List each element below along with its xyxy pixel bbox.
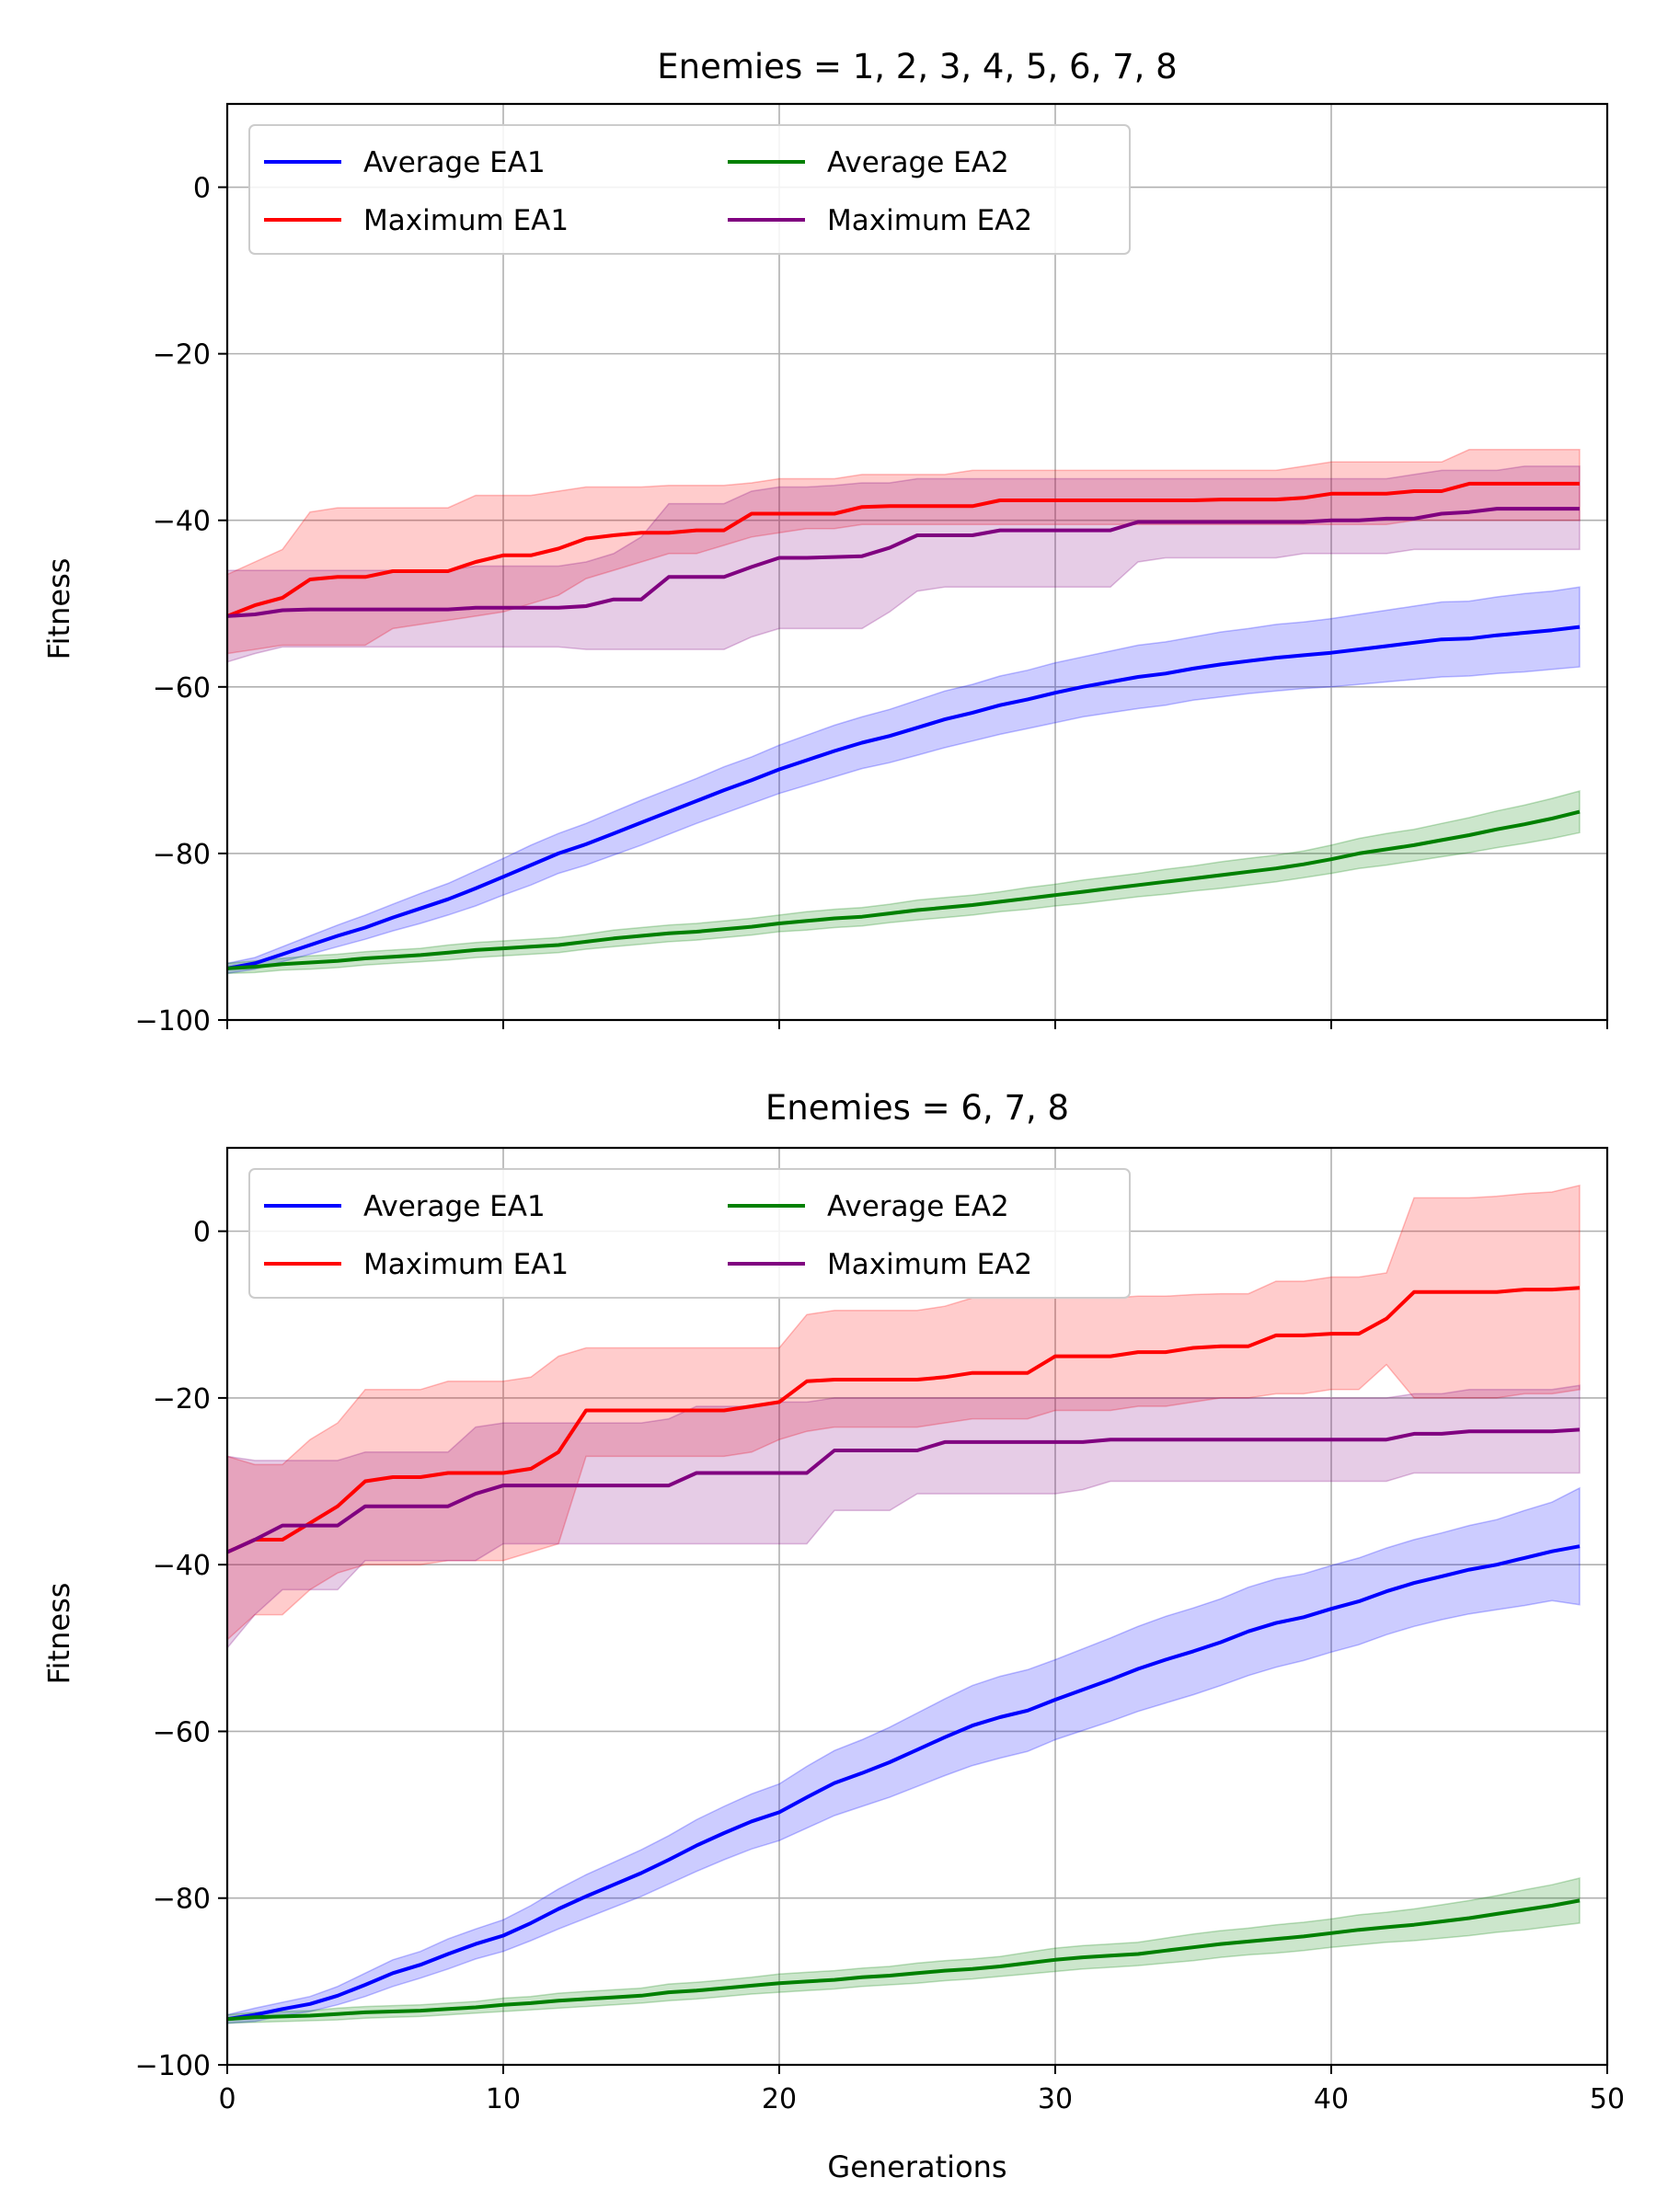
bottom-legend-box — [248, 1168, 1131, 1299]
bottom-ytick-label-0: −100 — [135, 2050, 211, 2082]
bottom-chart-y-axis-label: Fitness — [41, 1583, 76, 1685]
bottom-ytick-label-4: −20 — [153, 1383, 211, 1415]
bottom-chart-legend: Average EA1 Maximum EA1 Average EA2 Maximum… — [248, 1168, 1131, 1299]
top-ytick-label-3: −40 — [153, 506, 211, 538]
top-line-series-1 — [226, 481, 1580, 618]
top-line-series-0 — [226, 625, 1581, 970]
top-legend-label-3: Maximum EA2 — [827, 204, 1032, 237]
top-chart-grid — [226, 104, 1608, 1021]
top-line-series-3 — [226, 507, 1580, 618]
top-legend-label-2: Average EA2 — [827, 146, 1009, 179]
bottom-legend-label-1: Maximum EA1 — [363, 1248, 569, 1281]
bottom-band-series-2 — [226, 1877, 1581, 2024]
top-ytick-label-1: −80 — [153, 839, 211, 871]
bottom-xtick-label-5: 50 — [1590, 2083, 1625, 2115]
top-chart-lines — [226, 481, 1581, 970]
bottom-chart-title: Enemies = 6, 7, 8 — [765, 1088, 1069, 1128]
bottom-xtick-label-4: 40 — [1314, 2083, 1349, 2115]
bottom-line-series-2 — [226, 1898, 1581, 2022]
bottom-xtick-label-3: 30 — [1038, 2083, 1073, 2115]
top-band-series-2 — [226, 790, 1581, 975]
bottom-legend-label-2: Average EA2 — [827, 1190, 1009, 1223]
bottom-band-series-1 — [226, 1184, 1581, 1642]
top-legend-label-1: Maximum EA1 — [363, 204, 569, 237]
bottom-legend-label-3: Maximum EA2 — [827, 1248, 1032, 1281]
bottom-ytick-label-1: −80 — [153, 1884, 211, 1916]
top-chart-y-axis-label: Fitness — [41, 558, 76, 660]
top-chart-title: Enemies = 1, 2, 3, 4, 5, 6, 7, 8 — [657, 47, 1177, 86]
bottom-ytick-label-2: −60 — [153, 1716, 211, 1748]
top-ytick-label-4: −20 — [153, 339, 211, 372]
top-chart-axes: −100 −80 −60 −40 −20 0 — [135, 102, 1609, 1037]
top-axes-frame — [225, 102, 1609, 1022]
bottom-line-series-1 — [226, 1286, 1581, 1554]
bottom-ytick-label-5: 0 — [193, 1217, 211, 1249]
bottom-axes-frame — [225, 1146, 1609, 2067]
top-ytick-label-2: −60 — [153, 672, 211, 705]
top-ytick-label-0: −100 — [135, 1005, 211, 1037]
top-ytick-label-5: 0 — [193, 173, 211, 205]
bottom-chart-lines — [226, 1286, 1581, 2022]
top-line-series-2 — [226, 809, 1581, 970]
bottom-line-series-3 — [226, 1427, 1581, 1554]
bottom-xtick-label-2: 20 — [762, 2083, 797, 2115]
top-chart-panel: Enemies = 1, 2, 3, 4, 5, 6, 7, 8 Fitness… — [41, 47, 1609, 1037]
top-chart-legend: Average EA1 Maximum EA1 Average EA2 Maximum… — [248, 124, 1131, 255]
top-legend-box — [248, 124, 1131, 255]
bottom-ytick-label-3: −40 — [153, 1550, 211, 1582]
bottom-chart-x-axis-label: Generations — [827, 2149, 1006, 2184]
top-band-series-3 — [226, 465, 1581, 663]
top-band-series-0 — [226, 586, 1581, 975]
bottom-chart-panel: Enemies = 6, 7, 8 Fitness Generations 0 1… — [41, 1088, 1625, 2184]
top-legend-label-0: Average EA1 — [363, 146, 546, 179]
bottom-line-series-0 — [226, 1544, 1581, 2022]
bottom-legend-label-0: Average EA1 — [363, 1190, 546, 1223]
bottom-xtick-label-0: 0 — [218, 2083, 236, 2115]
bottom-xtick-label-1: 10 — [486, 2083, 521, 2115]
bottom-chart-axes: 0 10 20 30 40 50 −100 −80 −60 −40 −20 0 — [135, 1146, 1625, 2115]
